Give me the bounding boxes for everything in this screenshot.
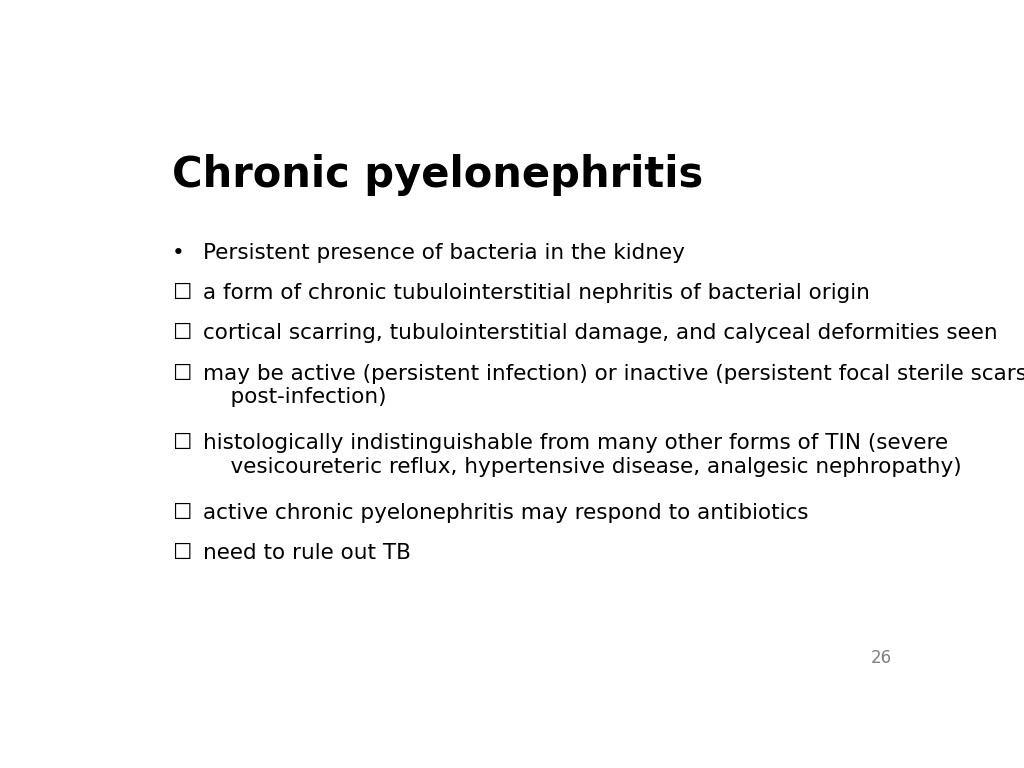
Text: active chronic pyelonephritis may respond to antibiotics: active chronic pyelonephritis may respon…	[204, 503, 809, 523]
Text: ☐: ☐	[172, 503, 190, 523]
Text: ☐: ☐	[172, 283, 190, 303]
Text: Persistent presence of bacteria in the kidney: Persistent presence of bacteria in the k…	[204, 243, 685, 263]
Text: Chronic pyelonephritis: Chronic pyelonephritis	[172, 154, 702, 197]
Text: 26: 26	[870, 649, 892, 667]
Text: need to rule out TB: need to rule out TB	[204, 544, 412, 564]
Text: histologically indistinguishable from many other forms of TIN (severe
    vesico: histologically indistinguishable from ma…	[204, 433, 962, 477]
Text: ☐: ☐	[172, 433, 190, 453]
Text: ☐: ☐	[172, 544, 190, 564]
Text: ☐: ☐	[172, 363, 190, 383]
Text: ☐: ☐	[172, 323, 190, 343]
Text: cortical scarring, tubulointerstitial damage, and calyceal deformities seen: cortical scarring, tubulointerstitial da…	[204, 323, 998, 343]
Text: may be active (persistent infection) or inactive (persistent focal sterile scars: may be active (persistent infection) or …	[204, 363, 1024, 407]
Text: a form of chronic tubulointerstitial nephritis of bacterial origin: a form of chronic tubulointerstitial nep…	[204, 283, 870, 303]
Text: •: •	[172, 243, 184, 263]
